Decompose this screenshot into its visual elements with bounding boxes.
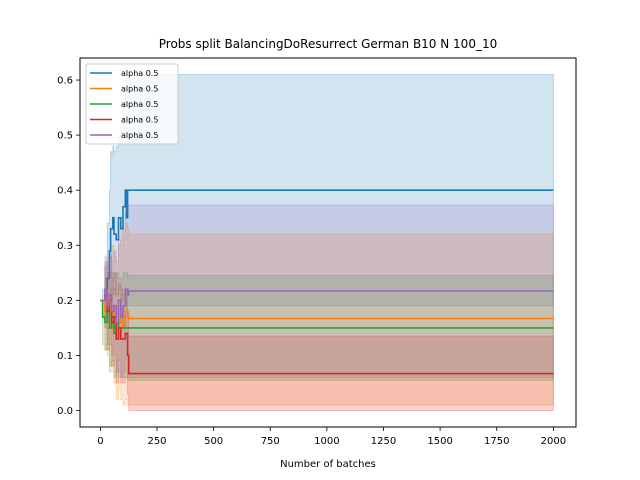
plot-frame — [79, 57, 577, 428]
chart-title: Probs split BalancingDoResurrect German … — [159, 37, 497, 51]
series-lines — [100, 189, 554, 375]
x-tick-label: 750 — [261, 436, 280, 447]
x-tick-label: 0 — [97, 436, 103, 447]
x-axis-ticks: 0 250 500 750 1000 1250 1500 1750 2000 — [97, 427, 566, 447]
x-tick-label: 250 — [147, 436, 166, 447]
y-tick-label: 0.5 — [57, 131, 73, 142]
legend-label-4: alpha 0.5 — [121, 116, 158, 125]
x-axis-label: Number of batches — [280, 459, 376, 470]
x-tick-label: 2000 — [541, 436, 566, 447]
legend-box — [85, 63, 179, 145]
y-tick-label: 0.2 — [57, 296, 73, 307]
legend-label-3: alpha 0.5 — [121, 100, 158, 109]
confidence-band-3 — [100, 272, 554, 381]
y-axis-ticks: 0.0 0.1 0.2 0.3 0.4 0.5 0.6 — [57, 76, 80, 417]
series-line-4 — [100, 293, 554, 375]
y-tick-label: 0.0 — [57, 406, 73, 417]
y-tick-label: 0.6 — [57, 76, 73, 87]
y-tick-label: 0.1 — [57, 351, 73, 362]
confidence-band-4 — [100, 255, 554, 411]
legend-label-5: alpha 0.5 — [121, 131, 158, 140]
x-tick-label: 1250 — [371, 436, 396, 447]
legend-label-1: alpha 0.5 — [121, 69, 158, 78]
legend-label-2: alpha 0.5 — [121, 85, 158, 94]
x-tick-label: 1000 — [314, 436, 339, 447]
series-line-5 — [100, 288, 554, 324]
series-line-1 — [100, 189, 554, 302]
x-tick-label: 500 — [204, 436, 223, 447]
y-tick-label: 0.4 — [57, 186, 73, 197]
x-tick-label: 1750 — [484, 436, 509, 447]
y-tick-label: 0.3 — [57, 241, 73, 252]
x-tick-label: 1500 — [427, 436, 452, 447]
legend: alpha 0.5 alpha 0.5 alpha 0.5 alpha 0.5 alph… — [85, 63, 179, 145]
confidence-band-2 — [100, 222, 554, 406]
